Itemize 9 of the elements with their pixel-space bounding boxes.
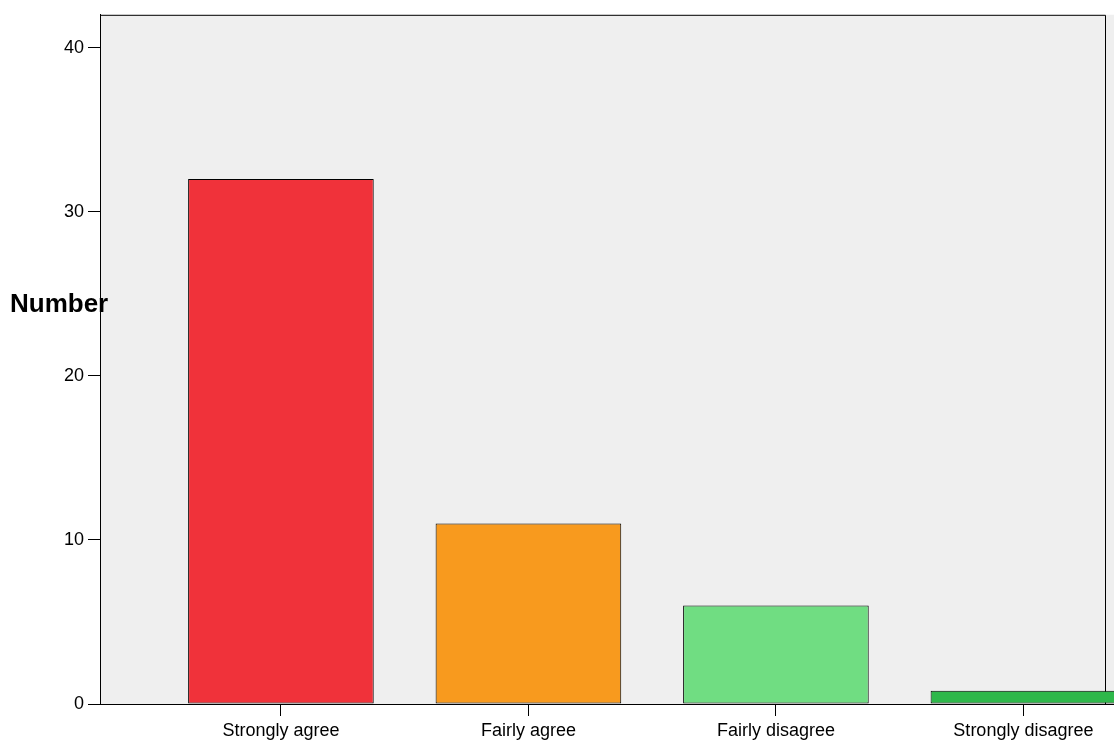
x-tick-label: Strongly agree [222, 719, 340, 740]
y-tick-label: 0 [73, 692, 84, 713]
y-tick-label: 30 [63, 200, 84, 221]
y-tick-label: 40 [63, 36, 84, 57]
x-tick-label: Strongly disagree [953, 719, 1094, 740]
x-tick-label: Fairly disagree [716, 719, 835, 740]
y-tick-label: 20 [63, 364, 84, 385]
y-tick-label: 10 [63, 528, 84, 549]
x-tick-label: Fairly agree [480, 719, 576, 740]
